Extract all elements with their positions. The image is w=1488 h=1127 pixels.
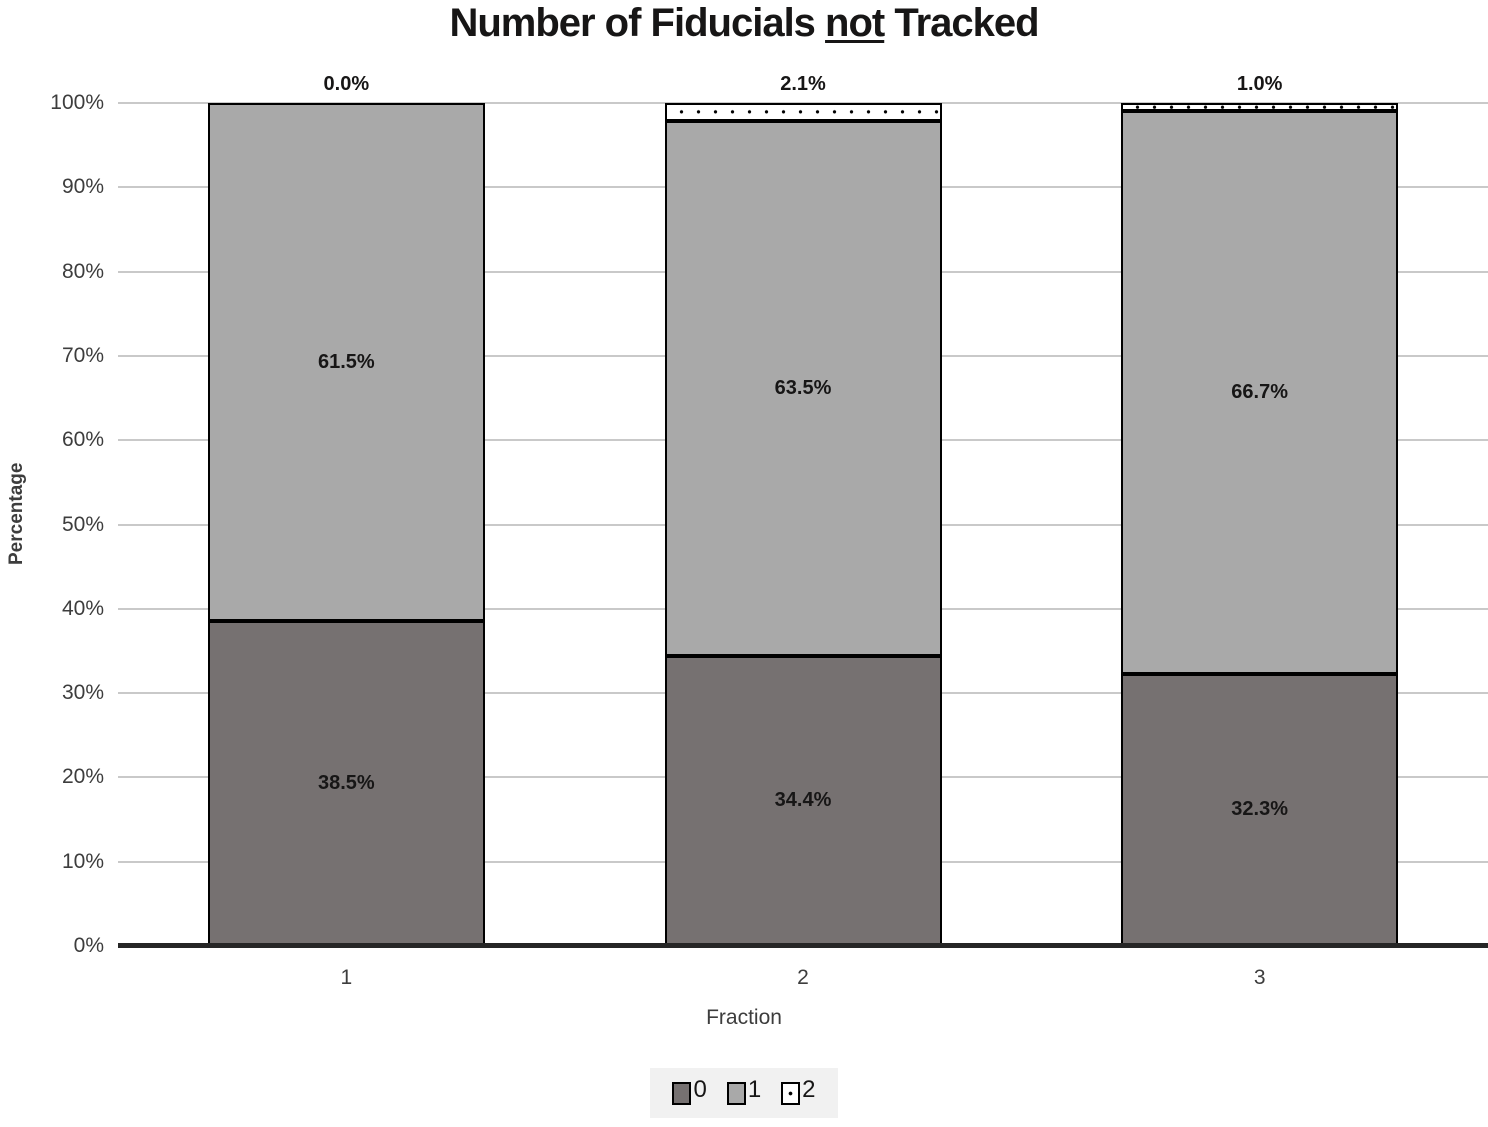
legend-label: 0: [693, 1076, 707, 1103]
data-label-above-series-2: 0.0%: [323, 73, 370, 95]
legend-item-2: 2: [781, 1076, 816, 1107]
legend: 0 1 2: [0, 1068, 1488, 1118]
chart-title: Number of Fiducials not Tracked: [0, 1, 1488, 46]
chart-title-part3: Tracked: [884, 1, 1039, 45]
x-axis-title: Fraction: [706, 1006, 782, 1029]
chart-title-underlined-word: not: [825, 1, 885, 45]
data-label: 63.5%: [774, 376, 832, 399]
legend-item-1: 1: [726, 1076, 762, 1107]
bar-segment-series-0: 38.5%: [207, 621, 485, 946]
x-axis: 1 2 3: [118, 966, 1488, 998]
y-axis-tick-label: 100%: [50, 91, 104, 114]
y-axis-tick-label: 0%: [73, 934, 104, 957]
data-label: 66.7%: [1231, 381, 1289, 404]
data-label-above-series-2: 2.1%: [780, 73, 826, 95]
bar-fraction-1: 0.0% 61.5% 38.5%: [207, 73, 485, 946]
legend-item-0: 0: [672, 1076, 707, 1107]
bar-fraction-2: 2.1% 63.5% 34.4%: [664, 73, 942, 946]
x-axis-tick-label: 2: [797, 966, 809, 989]
x-axis-line: [118, 943, 1488, 948]
bar-segment-series-1: 63.5%: [664, 120, 942, 656]
data-label: 38.5%: [317, 772, 375, 795]
chart-title-part1: Number of Fiducials: [449, 1, 826, 45]
data-label: 61.5%: [317, 350, 375, 373]
bar-segment-series-1: 61.5%: [207, 103, 485, 622]
y-axis-tick-label: 90%: [61, 175, 104, 199]
y-axis-tick-label: 30%: [61, 681, 104, 705]
legend-label: 2: [802, 1076, 816, 1103]
y-axis-tick-label: 10%: [61, 849, 104, 873]
bar-fraction-3: 1.0% 66.7% 32.3%: [1121, 73, 1399, 946]
plot-area: 0.0% 61.5% 38.5% 2.1% 63.5% 34.4% 1.0% 66.7% 32.…: [118, 73, 1488, 948]
data-label: 32.3%: [1231, 798, 1289, 821]
legend-swatch-0: [672, 1081, 692, 1105]
data-label-above-series-2: 1.0%: [1236, 73, 1283, 95]
y-axis-tick-label: 50%: [61, 512, 104, 536]
y-axis-tick-label: 40%: [61, 596, 104, 620]
y-axis-tick-label: 70%: [61, 343, 104, 367]
y-axis-tick-label: 20%: [61, 765, 104, 789]
legend-box: 0 1 2: [650, 1068, 838, 1118]
bar-segment-series-0: 32.3%: [1121, 673, 1399, 946]
legend-swatch-1: [726, 1081, 746, 1105]
bar-segment-series-2: [1121, 103, 1399, 112]
legend-label: 1: [747, 1076, 762, 1103]
bar-segment-series-1: 66.7%: [1121, 111, 1399, 674]
y-axis-tick-label: 60%: [61, 428, 104, 452]
y-axis: 0% 10% 20% 30% 40% 50% 60% 70% 80% 90% 100%: [0, 92, 104, 957]
data-label: 34.4%: [774, 789, 832, 812]
x-axis-tick-label: 3: [1253, 966, 1266, 989]
bar-segment-series-0: 34.4%: [664, 655, 942, 946]
legend-swatch-2: [781, 1081, 801, 1105]
bar-segment-series-2: [664, 103, 942, 121]
x-axis-tick-label: 1: [340, 966, 353, 989]
y-axis-tick-label: 80%: [61, 259, 104, 283]
